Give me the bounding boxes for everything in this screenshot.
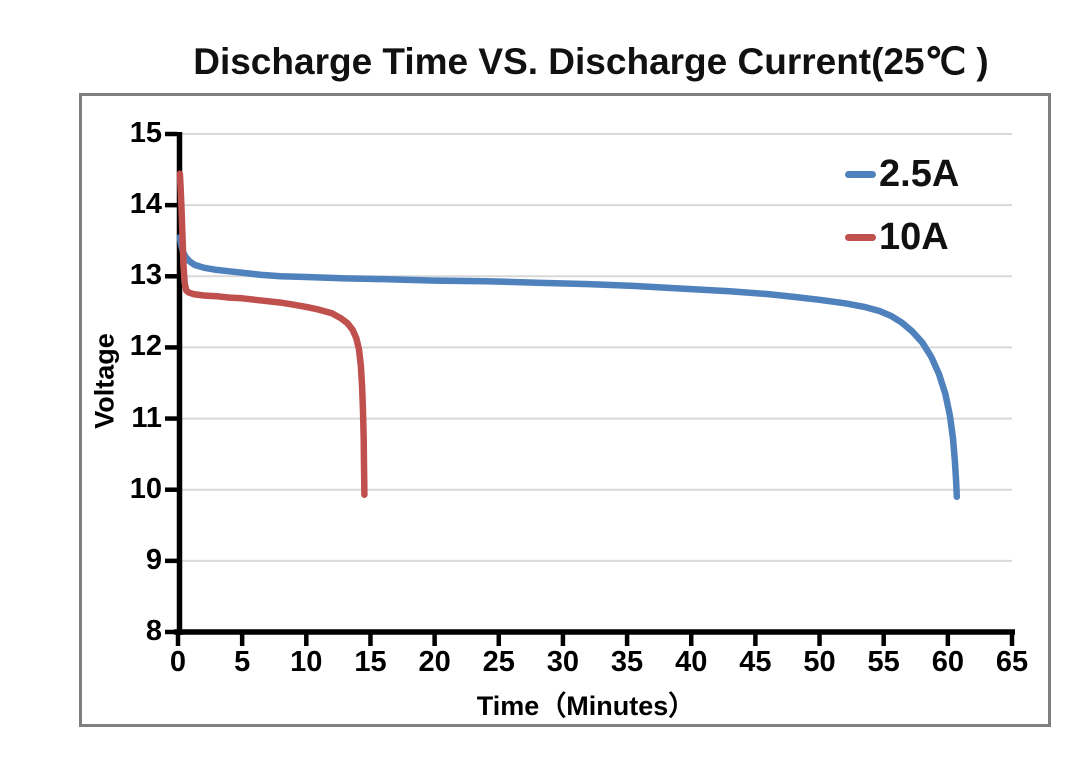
series-line-2.5A	[176, 233, 961, 501]
x-tick-label: 50	[803, 646, 836, 678]
y-tick-label: 14	[129, 188, 162, 221]
x-tick-label: 40	[675, 646, 708, 678]
y-tick-label: 11	[131, 401, 162, 434]
legend-label: 2.5A	[879, 153, 960, 195]
legend-item-10A: 10A	[845, 213, 959, 261]
legend-swatch-icon	[845, 233, 876, 241]
y-tick-label: 8	[145, 614, 162, 647]
y-tick-label: 10	[129, 472, 162, 505]
y-tick-label: 9	[145, 543, 162, 576]
x-tick-label: 20	[418, 646, 451, 678]
chart-title: Discharge Time VS. Discharge Current(25℃…	[193, 41, 989, 82]
y-tick-label: 12	[129, 330, 162, 363]
x-tick-label: 65	[995, 646, 1029, 678]
legend-label: 10A	[879, 216, 949, 258]
x-tick-label: 35	[610, 646, 644, 678]
x-axis-title: Time（Minutes）	[476, 691, 696, 721]
x-tick-label: 15	[354, 646, 387, 678]
x-tick-label: 10	[290, 646, 323, 678]
x-tick-label: 45	[739, 646, 772, 678]
plot-frame	[79, 93, 1051, 727]
x-tick-label: 25	[482, 646, 515, 678]
legend-item-2.5A: 2.5A	[845, 150, 959, 198]
x-tick-label: 0	[169, 646, 187, 678]
x-tick-label: 60	[931, 646, 964, 678]
x-tick-label: 5	[234, 646, 251, 678]
x-tick-label: 55	[867, 646, 900, 678]
legend-swatch-icon	[845, 170, 876, 178]
y-axis-title: Voltage	[89, 333, 120, 429]
x-tick-label: 30	[546, 646, 580, 678]
series-line-10A	[176, 170, 368, 498]
y-tick-label: 13	[129, 259, 162, 292]
y-tick-label: 15	[129, 116, 162, 149]
legend: 2.5A 10A	[845, 150, 959, 261]
